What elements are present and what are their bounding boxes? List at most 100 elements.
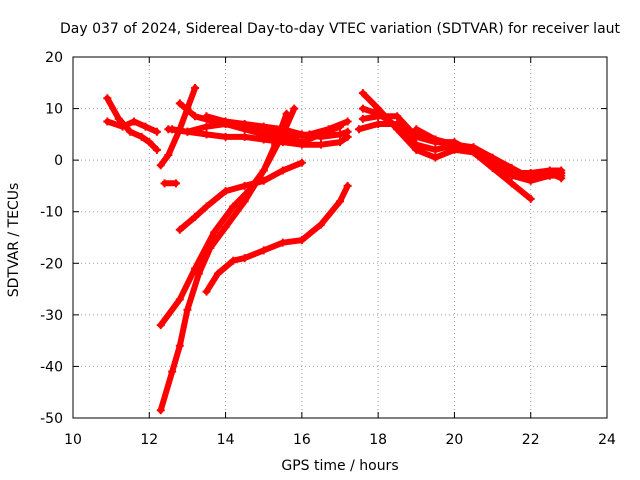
- plot-frame: [72, 56, 608, 419]
- data-point: [240, 120, 249, 129]
- y-tick-label: -20: [40, 256, 63, 272]
- data-point: [412, 140, 421, 149]
- data-point: [507, 166, 516, 175]
- data-point: [229, 202, 238, 211]
- data-point: [175, 225, 184, 234]
- data-point: [431, 153, 440, 162]
- y-tick-label: -10: [40, 205, 63, 221]
- data-point: [202, 202, 211, 211]
- y-tick-labels: -50 -40 -30 -20 -10 0 10 20: [40, 50, 63, 427]
- data-point: [278, 238, 287, 247]
- data-point: [191, 212, 200, 221]
- data-point: [393, 112, 402, 121]
- x-tick-label: 10: [64, 432, 82, 448]
- x-tick-label: 20: [446, 432, 464, 448]
- chart-title: Day 037 of 2024, Sidereal Day-to-day VTE…: [60, 21, 621, 37]
- data-point: [259, 122, 268, 131]
- data-point: [431, 145, 440, 154]
- grid-layer: [73, 57, 607, 418]
- series-line-12: [203, 182, 351, 295]
- data-point: [191, 112, 200, 121]
- data-point: [103, 117, 112, 126]
- data-point: [278, 130, 287, 139]
- data-point: [240, 197, 249, 206]
- data-point: [450, 140, 459, 149]
- x-tick-labels: 10 12 14 16 18 20 22 24: [64, 432, 616, 448]
- data-point: [156, 321, 165, 330]
- y-tick-label: 0: [54, 153, 63, 169]
- x-tick-label: 18: [369, 432, 387, 448]
- y-tick-label: -50: [40, 411, 63, 427]
- data-point: [259, 246, 268, 255]
- data-point: [431, 135, 440, 144]
- data-point: [393, 120, 402, 129]
- data-point: [191, 83, 200, 92]
- data-point: [358, 104, 367, 113]
- data-point: [156, 406, 165, 415]
- data-point: [183, 305, 192, 314]
- data-point: [240, 254, 249, 263]
- data-point: [130, 117, 139, 126]
- data-point: [297, 130, 306, 139]
- series-line-3: [157, 84, 199, 169]
- data-point: [316, 140, 325, 149]
- x-tick-label: 14: [217, 432, 235, 448]
- data-point: [297, 138, 306, 147]
- data-point: [168, 367, 177, 376]
- data-point: [229, 256, 238, 265]
- data-point: [526, 171, 535, 180]
- data-point: [175, 99, 184, 108]
- data-point: [152, 145, 161, 154]
- data-point: [126, 127, 135, 136]
- data-point: [545, 169, 554, 178]
- data-point: [164, 125, 173, 134]
- y-axis-label: SDTVAR / TECUs: [6, 183, 22, 298]
- data-point: [156, 161, 165, 170]
- data-point: [469, 143, 478, 152]
- data-point: [202, 287, 211, 296]
- y-tick-label: -30: [40, 308, 63, 324]
- data-point: [206, 243, 215, 252]
- data-point: [259, 176, 268, 185]
- data-point: [210, 228, 219, 237]
- data-point: [259, 166, 268, 175]
- data-point: [137, 132, 146, 141]
- data-point: [221, 132, 230, 141]
- data-point: [297, 158, 306, 167]
- data-point: [343, 127, 352, 136]
- series-line-1: [104, 95, 160, 153]
- data-point: [202, 122, 211, 131]
- data-point: [507, 179, 516, 188]
- x-tick-label: 12: [140, 432, 158, 448]
- series-line-9: [176, 159, 305, 233]
- data-point: [358, 89, 367, 98]
- data-point: [114, 114, 123, 123]
- data-point: [316, 220, 325, 229]
- data-point: [259, 130, 268, 139]
- data-point: [194, 269, 203, 278]
- x-tick-label: 16: [293, 432, 311, 448]
- series-layer: [103, 83, 566, 415]
- data-point: [103, 94, 112, 103]
- tick-layer: [72, 56, 608, 419]
- data-point: [202, 130, 211, 139]
- data-point: [240, 132, 249, 141]
- data-point: [412, 125, 421, 134]
- data-point: [171, 179, 180, 188]
- data-point: [221, 117, 230, 126]
- data-point: [336, 138, 344, 147]
- data-point: [213, 269, 222, 278]
- data-point: [202, 112, 211, 121]
- data-point: [336, 122, 344, 131]
- data-point: [152, 127, 161, 136]
- series-line-10: [157, 110, 290, 329]
- x-axis-label: GPS time / hours: [281, 458, 398, 474]
- data-point: [557, 174, 566, 183]
- data-point: [343, 117, 352, 126]
- data-point: [290, 104, 299, 113]
- data-point: [118, 122, 127, 131]
- data-point: [336, 197, 344, 206]
- data-point: [145, 138, 154, 147]
- data-point: [160, 179, 169, 188]
- x-tick-label: 24: [598, 432, 616, 448]
